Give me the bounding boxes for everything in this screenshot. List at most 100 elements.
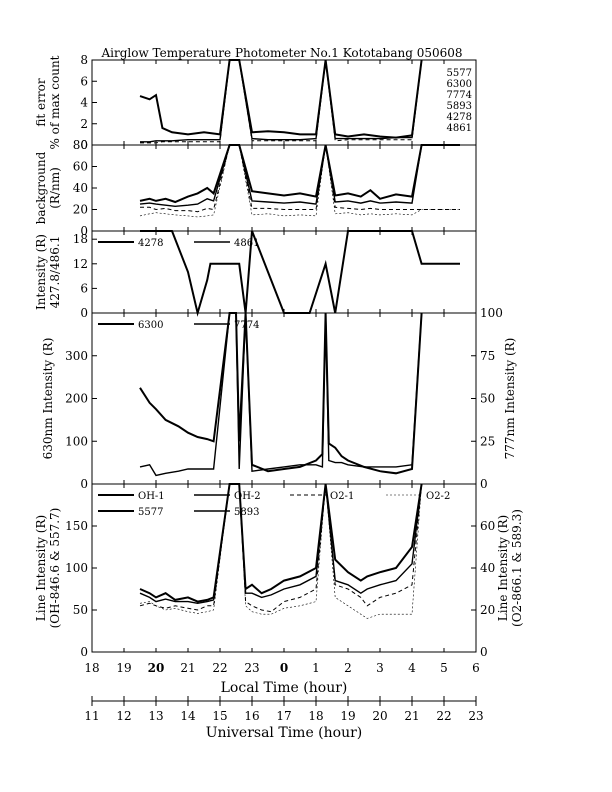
y-right-tick-label: 50	[480, 392, 495, 406]
legend-label: 4861	[447, 123, 472, 134]
y-axis-label: Intensity (R)	[34, 234, 48, 310]
y-axis-label: 427.8/486.1	[48, 236, 62, 309]
series-line	[139, 59, 423, 139]
y-axis-label: 630nm Intensity (R)	[41, 338, 55, 460]
y-right-tick-label: 0	[480, 477, 488, 491]
series-line	[139, 144, 460, 204]
local-time-tick-label: 20	[148, 661, 165, 675]
y-tick-label: 20	[73, 203, 88, 217]
local-time-tick-label: 21	[180, 661, 195, 675]
local-time-tick-label: 23	[244, 661, 259, 675]
y-tick-label: 0	[80, 645, 88, 659]
series-line	[140, 144, 460, 213]
local-time-tick-label: 18	[84, 661, 99, 675]
series-line	[140, 59, 423, 144]
y-right-axis-label: Line Intensity (R)	[496, 515, 510, 621]
legend-label: OH-1	[138, 491, 165, 502]
y-right-tick-label: 20	[480, 603, 495, 617]
local-time-tick-label: 6	[472, 661, 480, 675]
y-tick-label: 0	[80, 477, 88, 491]
legend-label: 4278	[138, 238, 163, 249]
y-tick-label: 80	[73, 138, 88, 152]
ut-tick-label: 23	[468, 709, 483, 723]
series-line	[139, 312, 423, 477]
ut-tick-label: 15	[212, 709, 227, 723]
y-tick-label: 150	[65, 519, 88, 533]
y-axis-label: background	[34, 151, 48, 224]
legend-label: 7774	[234, 320, 259, 331]
y-tick-label: 2	[80, 117, 88, 131]
legend-label: OH-2	[234, 491, 261, 502]
series-line	[139, 144, 460, 218]
y-tick-label: 6	[80, 74, 88, 88]
ut-tick-label: 18	[308, 709, 323, 723]
series-line	[139, 144, 460, 208]
legend-label: 5577	[138, 507, 163, 518]
y-axis-label: (OH-846.6 & 557.7)	[48, 508, 62, 629]
y-tick-label: 12	[73, 257, 88, 271]
ut-tick-label: 11	[84, 709, 99, 723]
local-time-tick-label: 19	[116, 661, 131, 675]
local-time-tick-label: 3	[376, 661, 384, 675]
legend-label: 5577	[447, 68, 472, 79]
ut-tick-label: 12	[116, 709, 131, 723]
ut-tick-label: 21	[404, 709, 419, 723]
local-time-axis-label: Local Time (hour)	[221, 680, 348, 696]
y-right-tick-label: 75	[480, 349, 495, 363]
y-tick-label: 40	[73, 181, 88, 195]
local-time-tick-label: 0	[280, 661, 288, 675]
y-tick-label: 6	[80, 281, 88, 295]
y-tick-label: 200	[65, 392, 88, 406]
y-right-axis-label: 777nm Intensity (R)	[503, 338, 517, 460]
local-time-tick-label: 4	[408, 661, 416, 675]
local-time-tick-label: 22	[212, 661, 227, 675]
ut-tick-label: 14	[180, 709, 196, 723]
ut-tick-label: 20	[372, 709, 387, 723]
legend-label: 7774	[447, 90, 472, 101]
y-tick-label: 4	[80, 96, 88, 110]
legend-label: 5893	[447, 101, 472, 112]
y-right-tick-label: 60	[480, 519, 495, 533]
y-tick-label: 50	[73, 603, 88, 617]
panel-fit_error: 0 2 4 6 8 fit error% of max count 557763007774…	[34, 53, 477, 152]
y-tick-label: 300	[65, 349, 88, 363]
ut-tick-label: 19	[340, 709, 355, 723]
y-axis-label: Line Intensity (R)	[34, 515, 48, 621]
ut-tick-label: 16	[244, 709, 259, 723]
panels: 0 2 4 6 8 fit error% of max count 5577 6 300 7774…	[34, 53, 524, 659]
panel-red_lines: 0 100 200 300 0 25 50 75 100 630nm Intensity (R) 7…	[41, 306, 517, 491]
legend-label: O2-1	[330, 491, 354, 502]
y-tick-label: 8	[80, 53, 88, 67]
y-tick-label: 100	[65, 434, 88, 448]
y-right-tick-label: 0	[480, 645, 488, 659]
series-line	[140, 230, 460, 317]
y-right-tick-label: 40	[480, 561, 495, 575]
series-line	[140, 59, 423, 143]
ut-tick-label: 22	[436, 709, 451, 723]
y-right-axis-label: (O2-866.1 & 589.3)	[510, 509, 524, 627]
local-time-tick-label: 1	[312, 661, 320, 675]
local-time-tick-label: 2	[344, 661, 352, 675]
y-tick-label: 0	[80, 138, 88, 152]
y-tick-label: 100	[65, 561, 88, 575]
ut-tick-label: 13	[148, 709, 163, 723]
panel-blue_lines: 0 6 12 18 Intensity (R) 427.8/486.1 4278 4861	[34, 230, 477, 320]
y-axis-label: fit error	[34, 78, 48, 126]
y-tick-label: 0	[80, 306, 88, 320]
y-axis-label: % of max count	[48, 55, 62, 149]
legend-label: O2-2	[426, 491, 450, 502]
y-right-tick-label: 25	[480, 434, 495, 448]
series-line	[139, 483, 423, 603]
y-axis-label: (R/nm)	[48, 167, 62, 209]
y-tick-label: 18	[73, 232, 88, 246]
y-right-tick-label: 100	[480, 306, 503, 320]
panel-frame	[91, 312, 477, 485]
series-line	[139, 483, 423, 613]
legend-label: 5893	[234, 507, 259, 518]
y-tick-label: 60	[73, 160, 88, 174]
legend-label: 4278	[447, 112, 472, 123]
legend-label: 4861	[234, 238, 259, 249]
